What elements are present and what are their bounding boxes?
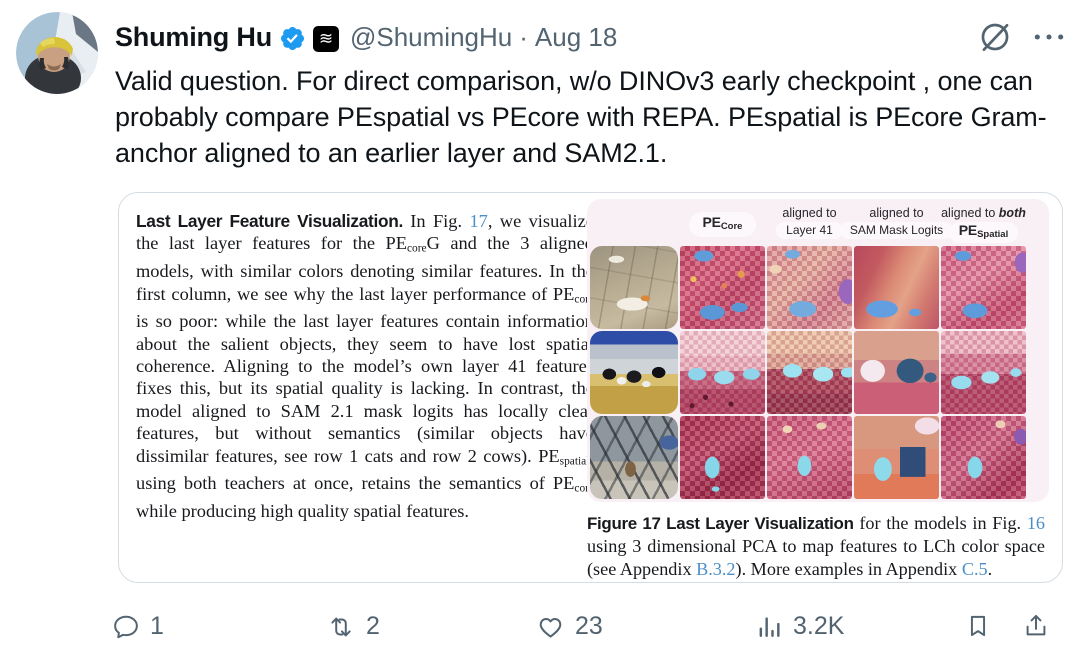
figure-cell-cows-pecore xyxy=(680,331,765,414)
views-button[interactable]: 3.2K xyxy=(755,612,844,641)
figure-cell-cat-sam xyxy=(854,246,939,329)
like-button[interactable]: 23 xyxy=(536,612,603,641)
bookmark-button[interactable] xyxy=(964,612,992,640)
figure-cell-dog-pecore xyxy=(680,416,765,499)
post-header: Shuming Hu ≋ @ShumingHu · Aug 18 xyxy=(115,22,617,53)
paper-paragraph: Last Layer Feature Visualization. In Fig… xyxy=(136,211,594,521)
like-icon xyxy=(539,617,562,638)
figure-cell-cows-both xyxy=(941,331,1026,414)
figure-col-header-original xyxy=(590,202,678,246)
verified-badge-icon xyxy=(280,26,305,51)
figure-cell-dog-both xyxy=(941,416,1026,499)
figure-caption: Figure 17 Last Layer Visualization for t… xyxy=(587,513,1045,579)
tweet-text: Valid question. For direct comparison, w… xyxy=(115,66,1047,168)
header-actions xyxy=(976,18,1066,56)
figure-grid xyxy=(590,246,1046,499)
views-count: 3.2K xyxy=(793,612,845,640)
figure-col-header-sam: aligned to SAM Mask Logits xyxy=(839,202,954,246)
repost-button[interactable]: 2 xyxy=(326,612,380,641)
share-button[interactable] xyxy=(1022,612,1050,640)
reply-count: 1 xyxy=(150,612,164,640)
more-button[interactable] xyxy=(1032,18,1066,56)
header-separator: · xyxy=(519,22,528,52)
bookmark-icon xyxy=(970,615,986,637)
grok-icon[interactable] xyxy=(976,18,1014,56)
like-count: 23 xyxy=(575,612,603,640)
reply-icon xyxy=(114,615,138,638)
post-date[interactable]: Aug 18 xyxy=(534,22,618,52)
figure-header-row: PECore aligned to Layer 41 aligned to SA… xyxy=(590,202,1046,246)
figure-cell-dog-layer41 xyxy=(767,416,852,499)
figure-cell-cat-layer41 xyxy=(767,246,852,329)
figure-panel: PECore aligned to Layer 41 aligned to SA… xyxy=(587,199,1049,581)
repost-icon xyxy=(331,617,351,636)
avatar[interactable] xyxy=(16,12,98,94)
views-icon xyxy=(759,616,780,637)
figure-col-header-layer41: aligned to Layer 41 xyxy=(767,202,852,246)
figure-cell-cat-pecore xyxy=(680,246,765,329)
repost-count: 2 xyxy=(366,612,380,640)
avatar-image xyxy=(16,12,98,94)
figure-cell-dog-photo xyxy=(590,416,678,499)
share-icon xyxy=(1026,614,1046,636)
figure-cell-cows-sam xyxy=(854,331,939,414)
figure-col-header-pecore: PECore xyxy=(680,202,765,246)
author-name[interactable]: Shuming Hu xyxy=(115,22,272,52)
media-card[interactable]: Last Layer Feature Visualization. In Fig… xyxy=(118,192,1063,583)
author-handle[interactable]: @ShumingHu xyxy=(349,22,513,52)
figure-cell-cat-photo xyxy=(590,246,678,329)
affiliation-badge-icon[interactable]: ≋ xyxy=(312,25,339,52)
figure-cell-cows-photo xyxy=(590,331,678,414)
figure-cell-cows-layer41 xyxy=(767,331,852,414)
figure-cell-cat-both xyxy=(941,246,1026,329)
figure-canvas: PECore aligned to Layer 41 aligned to SA… xyxy=(587,199,1049,502)
reply-button[interactable]: 1 xyxy=(112,612,164,641)
figure-cell-dog-sam xyxy=(854,416,939,499)
figure-col-header-both: aligned to both PESpatial xyxy=(941,202,1026,246)
